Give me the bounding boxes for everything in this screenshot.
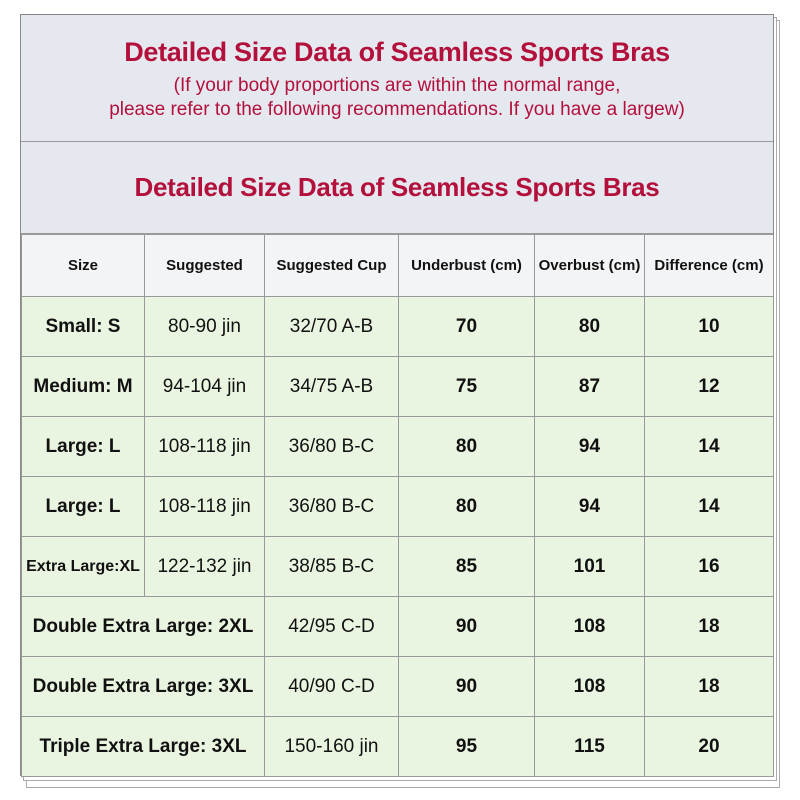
table-row: Large: L 108-118 jin 36/80 B-C 80 94 14 — [21, 416, 774, 477]
cell: 87 — [534, 356, 645, 417]
cell: Large: L — [21, 476, 145, 537]
subtitle-line: please refer to the following recommenda… — [109, 99, 685, 120]
cell: 36/80 B-C — [264, 416, 399, 477]
header-row: Size Suggested Suggested Cup Underbust (cm)… — [21, 234, 774, 297]
cell: 14 — [644, 476, 774, 537]
cell: 42/95 C-D — [264, 596, 399, 657]
table-row: Triple Extra Large: 3XL 150-160 jin 95 115 2… — [21, 716, 774, 777]
cell: 32/70 A-B — [264, 296, 399, 357]
cell: 90 — [398, 656, 535, 717]
column-header: Suggested — [144, 234, 265, 297]
cell: 40/90 C-D — [264, 656, 399, 717]
cell: 16 — [644, 536, 774, 597]
cell: 150-160 jin — [264, 716, 399, 777]
cell: Large: L — [21, 416, 145, 477]
cell: 115 — [534, 716, 645, 777]
cell: Double Extra Large: 2XL — [21, 596, 265, 657]
cell: 94 — [534, 416, 645, 477]
cell: 101 — [534, 536, 645, 597]
size-table: Size Suggested Suggested Cup Underbust (cm)… — [21, 234, 774, 777]
cell: Triple Extra Large: 3XL — [21, 716, 265, 777]
subtitle-line: (If your body proportions are within the… — [173, 75, 621, 96]
cell: 80 — [398, 476, 535, 537]
table-row: Double Extra Large: 2XL 42/95 C-D 90 108 18 — [21, 596, 774, 657]
cell: 18 — [644, 656, 774, 717]
header-title: Detailed Size Data of Seamless Sports Br… — [124, 37, 670, 67]
cell: 36/80 B-C — [264, 476, 399, 537]
cell: 108-118 jin — [144, 476, 265, 537]
column-header: Overbust (cm) — [534, 234, 645, 297]
cell: Extra Large:XL — [21, 536, 145, 597]
cell: Double Extra Large: 3XL — [21, 656, 265, 717]
table-row: Extra Large:XL 122-132 jin 38/85 B-C 85 101 1… — [21, 536, 774, 597]
sheet: Detailed Size Data of Seamless Sports Br… — [20, 14, 774, 777]
cell: 108-118 jin — [144, 416, 265, 477]
cell: 75 — [398, 356, 535, 417]
cell: 70 — [398, 296, 535, 357]
cell: 108 — [534, 656, 645, 717]
table-row: Double Extra Large: 3XL 40/90 C-D 90 108 18 — [21, 656, 774, 717]
cell: 34/75 A-B — [264, 356, 399, 417]
cell: 38/85 B-C — [264, 536, 399, 597]
cell: 122-132 jin — [144, 536, 265, 597]
column-header: Size — [21, 234, 145, 297]
cell: 90 — [398, 596, 535, 657]
table-row: Small: S 80-90 jin 32/70 A-B 70 80 10 — [21, 296, 774, 357]
cell: 80 — [398, 416, 535, 477]
cell: 94 — [534, 476, 645, 537]
cell: 80 — [534, 296, 645, 357]
header: Detailed Size Data of Seamless Sports Br… — [21, 15, 773, 142]
table-row: Medium: M 94-104 jin 34/75 A-B 75 87 12 — [21, 356, 774, 417]
column-header: Underbust (cm) — [398, 234, 535, 297]
cell: 85 — [398, 536, 535, 597]
table-row: Large: L 108-118 jin 36/80 B-C 80 94 14 — [21, 476, 774, 537]
cell: 94-104 jin — [144, 356, 265, 417]
cell: Small: S — [21, 296, 145, 357]
column-header: Suggested Cup — [264, 234, 399, 297]
cell: 20 — [644, 716, 774, 777]
cell: 108 — [534, 596, 645, 657]
cell: 18 — [644, 596, 774, 657]
column-header: Difference (cm) — [644, 234, 774, 297]
cell: 95 — [398, 716, 535, 777]
table-title: Detailed Size Data of Seamless Sports Br… — [21, 142, 773, 234]
cell: 80-90 jin — [144, 296, 265, 357]
cell: 14 — [644, 416, 774, 477]
cell: 12 — [644, 356, 774, 417]
cell: Medium: M — [21, 356, 145, 417]
cell: 10 — [644, 296, 774, 357]
